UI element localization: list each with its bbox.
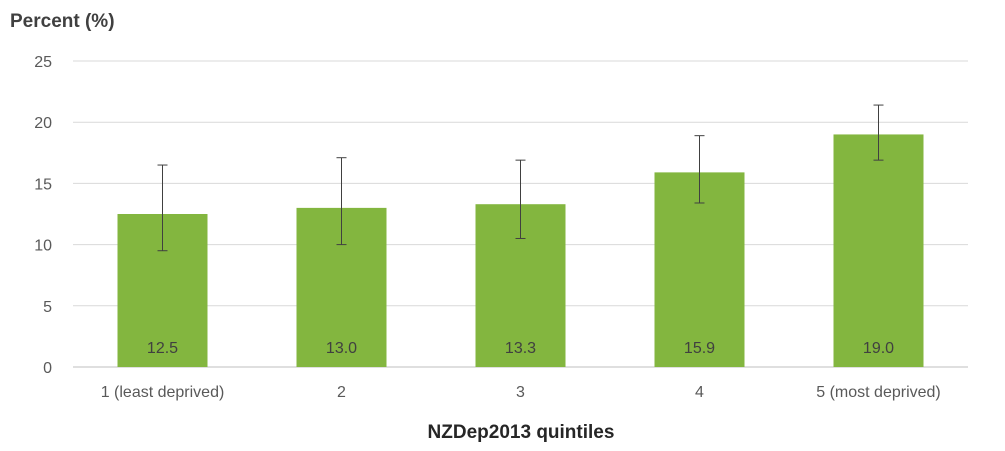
bar (833, 134, 924, 367)
x-tick-label: 1 (least deprived) (101, 384, 225, 401)
x-tick-label: 3 (516, 384, 525, 401)
data-label: 13.0 (326, 340, 357, 357)
y-tick-label: 0 (43, 360, 52, 377)
error-bars (157, 104, 884, 252)
data-label: 12.5 (147, 340, 178, 357)
y-axis-title: Percent (%) (10, 11, 115, 32)
data-label: 19.0 (863, 340, 894, 357)
y-tick-label: 20 (34, 115, 52, 132)
x-tick-label: 4 (695, 384, 704, 401)
x-axis-title: NZDep2013 quintiles (428, 422, 615, 443)
y-tick-label: 15 (34, 176, 52, 193)
data-labels: 12.5 13.0 13.3 15.9 19.0 (147, 340, 894, 357)
data-label: 13.3 (505, 340, 536, 357)
x-tick-label: 5 (most deprived) (816, 384, 941, 401)
y-tick-label: 5 (43, 299, 52, 316)
data-label: 15.9 (684, 340, 715, 357)
x-tick-label: 2 (337, 384, 346, 401)
y-tick-label: 10 (34, 238, 52, 255)
y-tick-label: 25 (34, 54, 52, 71)
x-axis-ticks: 1 (least deprived) 2 3 4 5 (most deprived) (101, 384, 941, 401)
y-axis-ticks: 0 5 10 15 20 25 (34, 54, 52, 377)
bar (654, 172, 745, 367)
